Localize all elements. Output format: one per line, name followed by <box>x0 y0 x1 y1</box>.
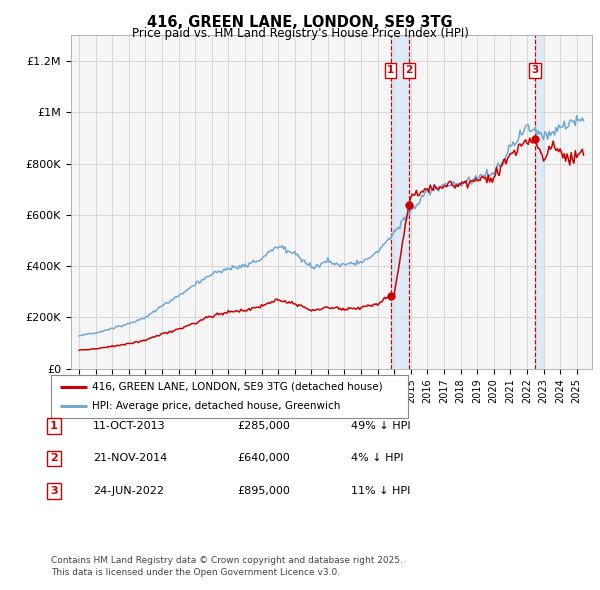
Text: 4% ↓ HPI: 4% ↓ HPI <box>351 454 404 463</box>
Text: £640,000: £640,000 <box>237 454 290 463</box>
Text: 2: 2 <box>50 454 58 463</box>
Bar <box>391 35 409 369</box>
Text: Price paid vs. HM Land Registry's House Price Index (HPI): Price paid vs. HM Land Registry's House … <box>131 27 469 40</box>
Text: 1: 1 <box>387 65 394 76</box>
Bar <box>535 35 543 369</box>
Text: 416, GREEN LANE, LONDON, SE9 3TG: 416, GREEN LANE, LONDON, SE9 3TG <box>147 15 453 30</box>
Text: 416, GREEN LANE, LONDON, SE9 3TG (detached house): 416, GREEN LANE, LONDON, SE9 3TG (detach… <box>92 382 383 392</box>
Text: 21-NOV-2014: 21-NOV-2014 <box>93 454 167 463</box>
Text: £895,000: £895,000 <box>237 486 290 496</box>
Text: 11-OCT-2013: 11-OCT-2013 <box>93 421 166 431</box>
Text: 2: 2 <box>406 65 413 76</box>
Text: 1: 1 <box>50 421 58 431</box>
Text: 49% ↓ HPI: 49% ↓ HPI <box>351 421 410 431</box>
Text: 3: 3 <box>50 486 58 496</box>
Text: 11% ↓ HPI: 11% ↓ HPI <box>351 486 410 496</box>
Text: 24-JUN-2022: 24-JUN-2022 <box>93 486 164 496</box>
Text: HPI: Average price, detached house, Greenwich: HPI: Average price, detached house, Gree… <box>92 401 340 411</box>
Text: £285,000: £285,000 <box>237 421 290 431</box>
Text: 3: 3 <box>531 65 539 76</box>
Text: Contains HM Land Registry data © Crown copyright and database right 2025.
This d: Contains HM Land Registry data © Crown c… <box>51 556 403 577</box>
